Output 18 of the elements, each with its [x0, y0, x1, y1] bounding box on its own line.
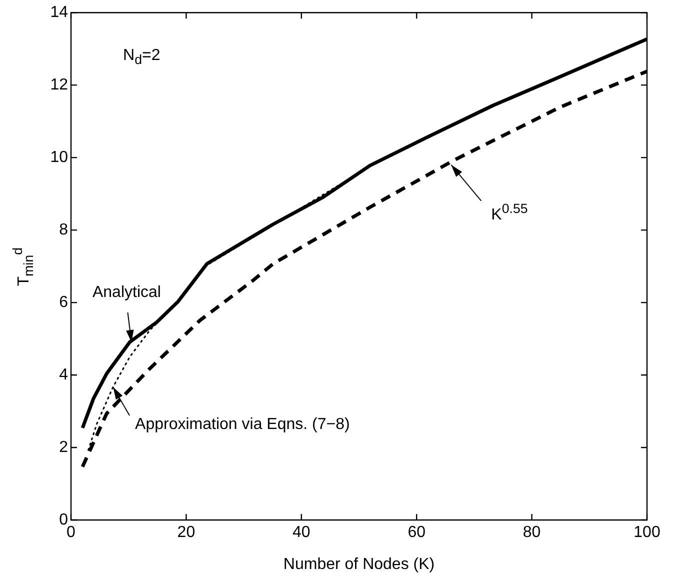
y-tick-label: 2	[59, 438, 68, 456]
x-tick-label: 60	[408, 524, 426, 542]
y-tick-label: 12	[50, 76, 68, 94]
annotation: Analytical	[92, 284, 161, 302]
y-tick-label: 6	[59, 294, 68, 311]
annotation: N$_{d}$=2	[123, 46, 160, 67]
y-tick-label: 4	[59, 366, 68, 384]
y-tick-label: 8	[59, 221, 68, 238]
x-tick-label: 80	[522, 524, 541, 542]
x-tick-label: 40	[292, 524, 310, 542]
annotation: K$^{0.55}$	[491, 201, 528, 225]
x-tick-label: 20	[177, 524, 196, 542]
y-tick-label: 10	[50, 148, 68, 166]
y-tick-label: 0	[59, 511, 68, 528]
x-tick-label: 100	[634, 524, 660, 542]
annotation: Approximation via Eqns. (7−8)	[135, 416, 350, 434]
y-tick-label: 14	[50, 4, 68, 22]
x-axis-title: Number of Nodes (K)	[283, 556, 435, 573]
